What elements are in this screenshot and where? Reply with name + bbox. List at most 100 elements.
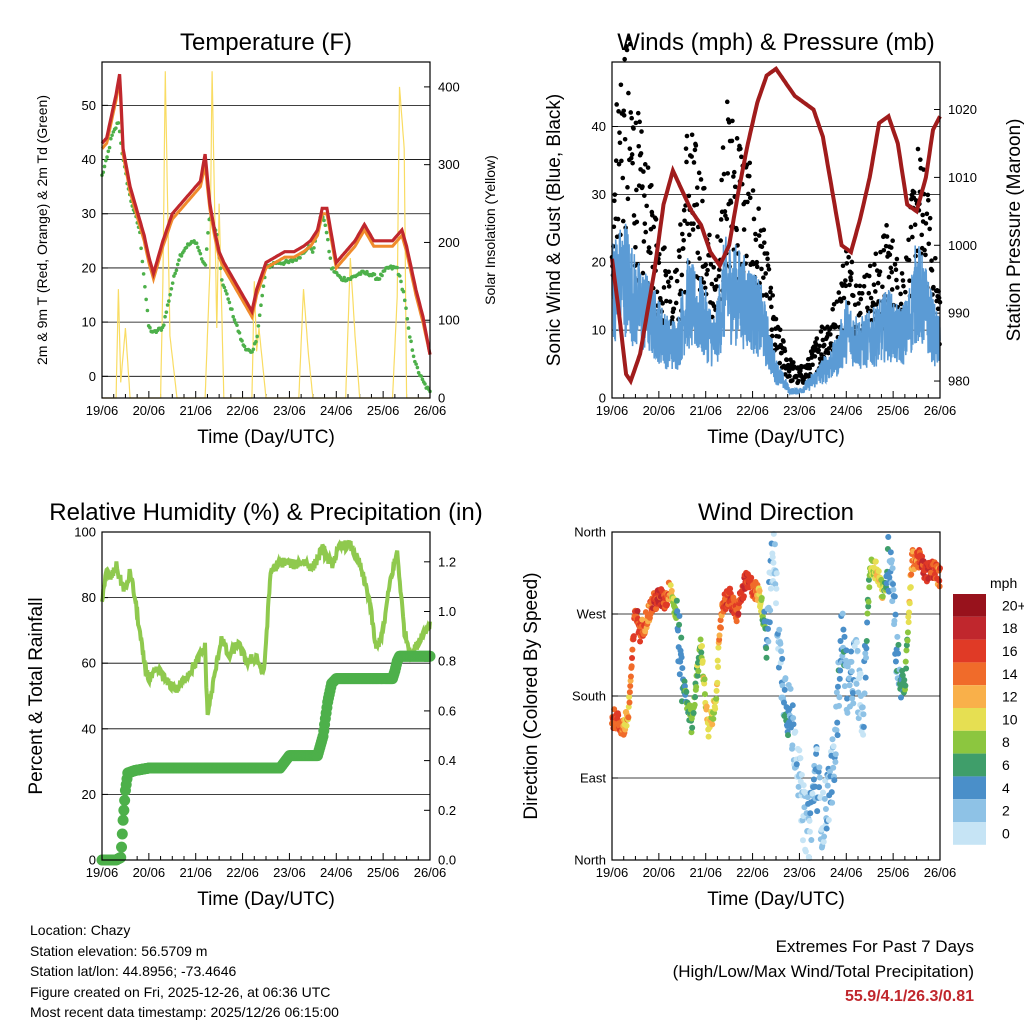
wind-gust-point bbox=[759, 266, 764, 272]
wind-gust-point bbox=[696, 170, 702, 176]
figure-created: Figure created on Fri, 2025-12-26, at 06… bbox=[30, 983, 331, 1000]
wind-gust-point bbox=[656, 260, 662, 266]
dir-point bbox=[714, 679, 721, 686]
wind-title: Winds (mph) & Pressure (mb) bbox=[617, 29, 934, 56]
wind-gust-point bbox=[666, 284, 672, 289]
temp-series-dewpoint-point bbox=[223, 289, 228, 293]
dir-point bbox=[766, 619, 773, 626]
dir-point bbox=[919, 553, 926, 560]
rh-rainfall-point bbox=[115, 852, 127, 864]
dir-point bbox=[899, 672, 906, 679]
wind-gust-point bbox=[888, 245, 894, 250]
recent-timestamp: Most recent data timestamp: 2025/12/26 0… bbox=[30, 1004, 339, 1020]
temp-series-dewpoint-point bbox=[103, 158, 108, 163]
dir-point bbox=[771, 541, 778, 548]
dir-point bbox=[837, 667, 844, 674]
wind-gust-point bbox=[634, 187, 639, 193]
wind-gust-point bbox=[893, 267, 899, 272]
temp-series-dewpoint-point bbox=[395, 265, 400, 270]
wind-gust-point bbox=[711, 265, 716, 270]
wind-gust-point bbox=[677, 254, 682, 260]
dir-point bbox=[834, 683, 841, 690]
dir-colorbar-label: 16 bbox=[1002, 643, 1018, 659]
dir-point bbox=[860, 731, 867, 738]
wind-gust-point bbox=[728, 200, 734, 205]
temp-series-dewpoint-point bbox=[294, 258, 299, 262]
wind-gust-point bbox=[898, 291, 903, 297]
wind-gust-point bbox=[894, 256, 900, 262]
temp-series-dewpoint-point bbox=[331, 266, 335, 270]
temp-series-dewpoint-point bbox=[174, 268, 179, 273]
wind-gust-point bbox=[741, 227, 747, 232]
wind-gust-point bbox=[670, 315, 675, 320]
wind-ytick-right-label: 980 bbox=[948, 374, 970, 389]
wind-gust-point bbox=[764, 293, 769, 298]
wind-gust-point bbox=[724, 216, 730, 222]
dir-point bbox=[785, 732, 792, 739]
wind-gust-point bbox=[629, 115, 634, 121]
dir-point bbox=[626, 693, 633, 700]
dir-point bbox=[690, 710, 697, 717]
rh-xtick-label: 23/06 bbox=[273, 865, 306, 880]
wind-gust-point bbox=[899, 271, 905, 276]
dir-colorbar-swatch bbox=[953, 799, 986, 822]
wind-gust-point bbox=[871, 282, 877, 287]
wind-gust-point bbox=[856, 301, 861, 306]
wind-gust-point bbox=[851, 293, 856, 299]
wind-gust-point bbox=[642, 221, 648, 226]
dir-point bbox=[834, 719, 841, 726]
wind-gust-point bbox=[812, 354, 818, 359]
dir-colorbar: mph 20+ 18 16 14 12 10 8 6 4 2 0 bbox=[953, 575, 1024, 845]
dir-point bbox=[846, 682, 853, 689]
wind-gust-point bbox=[681, 207, 687, 213]
dir-point bbox=[836, 702, 843, 709]
dir-point bbox=[830, 764, 837, 771]
temp-ytick-right-label: 400 bbox=[438, 79, 460, 94]
temp-xtick-label: 20/06 bbox=[133, 403, 166, 418]
wind-gust-point bbox=[619, 158, 624, 164]
dir-point bbox=[625, 703, 632, 710]
rh-plot-border bbox=[101, 531, 431, 861]
wind-gust-point bbox=[915, 146, 921, 152]
wind-gust-point bbox=[906, 257, 912, 263]
dir-point bbox=[758, 595, 765, 602]
wind-gust-point bbox=[690, 227, 696, 232]
wind-gust-point bbox=[754, 264, 760, 270]
wind-gust-point bbox=[646, 245, 652, 250]
wind-gust-point bbox=[796, 378, 801, 384]
wind-gust-point bbox=[703, 262, 709, 268]
temp-series-dewpoint-point bbox=[402, 298, 407, 303]
temp-series-dewpoint-point bbox=[102, 164, 107, 169]
wind-gust-point bbox=[666, 269, 671, 275]
dir-ytick-label: South bbox=[572, 689, 606, 704]
wind-gust-point bbox=[705, 267, 710, 273]
wind-gust-point bbox=[872, 262, 877, 267]
wind-gust-point bbox=[680, 246, 686, 251]
rh-ytick-label: 60 bbox=[82, 656, 96, 671]
wind-gust-point bbox=[745, 199, 750, 205]
temp-series-group bbox=[100, 71, 432, 399]
dir-point bbox=[777, 640, 784, 647]
wind-gust-point bbox=[648, 250, 653, 256]
wind-gust-point bbox=[921, 167, 926, 172]
temp-series-dewpoint-point bbox=[254, 339, 258, 344]
temp-series-dewpoint-point bbox=[342, 275, 347, 280]
dir-point bbox=[664, 601, 671, 608]
dir-point bbox=[891, 593, 898, 600]
wind-gust-point bbox=[624, 47, 630, 53]
wind-gust-point bbox=[637, 119, 642, 125]
wind-gust-point bbox=[684, 159, 689, 165]
temp-series-dewpoint-point bbox=[105, 155, 109, 159]
wind-gust-point bbox=[840, 263, 846, 269]
wind-ytick-right-label: 990 bbox=[948, 306, 970, 321]
dir-point bbox=[908, 571, 915, 578]
rh-ytick-right-label: 1.0 bbox=[438, 604, 456, 619]
wind-gust-point bbox=[810, 362, 815, 368]
wind-gust-point bbox=[858, 296, 864, 302]
wind-gust-point bbox=[873, 251, 879, 257]
temp-series-dewpoint-point bbox=[198, 251, 203, 256]
wind-gust-point bbox=[683, 146, 689, 151]
wind-gust-point bbox=[653, 217, 659, 222]
wind-gust-point bbox=[888, 265, 894, 271]
